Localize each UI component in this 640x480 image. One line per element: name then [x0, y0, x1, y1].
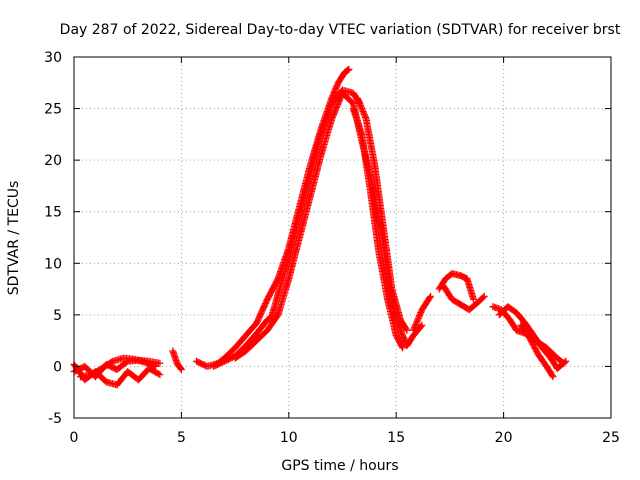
data-point-trace-j — [427, 292, 435, 300]
data-point-trace-h — [355, 97, 363, 105]
y-tick-label: -5 — [48, 411, 62, 427]
data-point-trace-h — [360, 109, 368, 117]
y-tick-label: 30 — [44, 50, 62, 66]
data-point-trace-k — [470, 295, 478, 303]
data-point-trace-l — [479, 293, 487, 301]
data-point-trace-l — [480, 292, 488, 300]
data-point-trace-d — [177, 364, 185, 372]
data-layer — [70, 65, 570, 389]
data-point-trace-j — [416, 310, 424, 318]
label-layer: 0 5 10 15 20 25 -5 0 5 10 15 20 25 30 — [44, 50, 620, 446]
data-point-trace-h — [355, 99, 363, 107]
x-tick-label: 0 — [70, 430, 79, 446]
data-point-trace-j — [415, 313, 423, 321]
y-tick-label: 10 — [44, 256, 62, 272]
data-point-trace-h — [358, 106, 366, 114]
data-point-trace-h — [358, 105, 366, 113]
data-point-trace-g — [418, 321, 426, 329]
data-point-trace-h — [359, 108, 367, 116]
x-tick-label: 10 — [280, 430, 298, 446]
data-point-trace-j — [413, 317, 421, 325]
data-point-trace-o — [548, 371, 556, 379]
data-point-trace-j — [412, 320, 420, 328]
data-point-trace-n — [562, 357, 570, 365]
data-point-trace-c — [152, 362, 160, 370]
data-point-trace-h — [402, 325, 410, 333]
plot-frame — [73, 56, 612, 419]
y-tick-label: 15 — [44, 205, 62, 221]
data-point-trace-j — [409, 326, 417, 334]
grid-layer — [74, 57, 611, 418]
data-point-trace-j — [411, 322, 419, 330]
y-tick-label: 0 — [53, 359, 62, 375]
y-axis-title: SDTVAR / TECUs — [6, 181, 22, 296]
data-point-trace-j — [414, 315, 422, 323]
data-point-trace-j — [412, 319, 420, 327]
chart-title: Day 287 of 2022, Sidereal Day-to-day VTE… — [60, 22, 621, 38]
data-point-trace-j — [416, 312, 424, 320]
data-point-trace-j — [417, 309, 425, 317]
data-point-trace-h — [403, 326, 411, 334]
data-point-trace-h — [357, 102, 365, 110]
data-point-trace-j — [410, 325, 418, 333]
x-axis-title: GPS time / hours — [281, 458, 398, 474]
data-point-trace-j — [426, 294, 434, 302]
data-point-trace-h — [357, 103, 365, 111]
x-tick-label: 15 — [387, 430, 405, 446]
data-point-trace-h — [360, 110, 368, 118]
data-point-trace-n — [561, 358, 569, 366]
data-point-trace-h — [356, 100, 364, 108]
data-point-trace-a — [156, 359, 164, 367]
x-tick-label: 25 — [602, 430, 620, 446]
data-point-trace-b — [156, 371, 164, 379]
y-tick-label: 25 — [44, 102, 62, 118]
data-point-trace-j — [411, 323, 419, 331]
data-point-trace-b — [155, 370, 163, 378]
y-tick-label: 20 — [44, 153, 62, 169]
data-point-trace-e — [345, 65, 353, 73]
data-point-trace-d — [177, 366, 185, 374]
data-point-trace-j — [414, 316, 422, 324]
data-point-trace-i — [398, 342, 406, 350]
x-tick-label: 20 — [495, 430, 513, 446]
data-point-trace-h — [361, 112, 369, 120]
y-tick-label: 5 — [53, 308, 62, 324]
x-tick-label: 5 — [177, 430, 186, 446]
data-point-trace-i — [399, 344, 407, 352]
data-point-trace-h — [354, 96, 362, 104]
data-point-trace-o — [549, 373, 557, 381]
data-point-trace-h — [354, 94, 362, 102]
data-point-trace-h — [362, 113, 370, 121]
tick-layer — [73, 56, 612, 419]
